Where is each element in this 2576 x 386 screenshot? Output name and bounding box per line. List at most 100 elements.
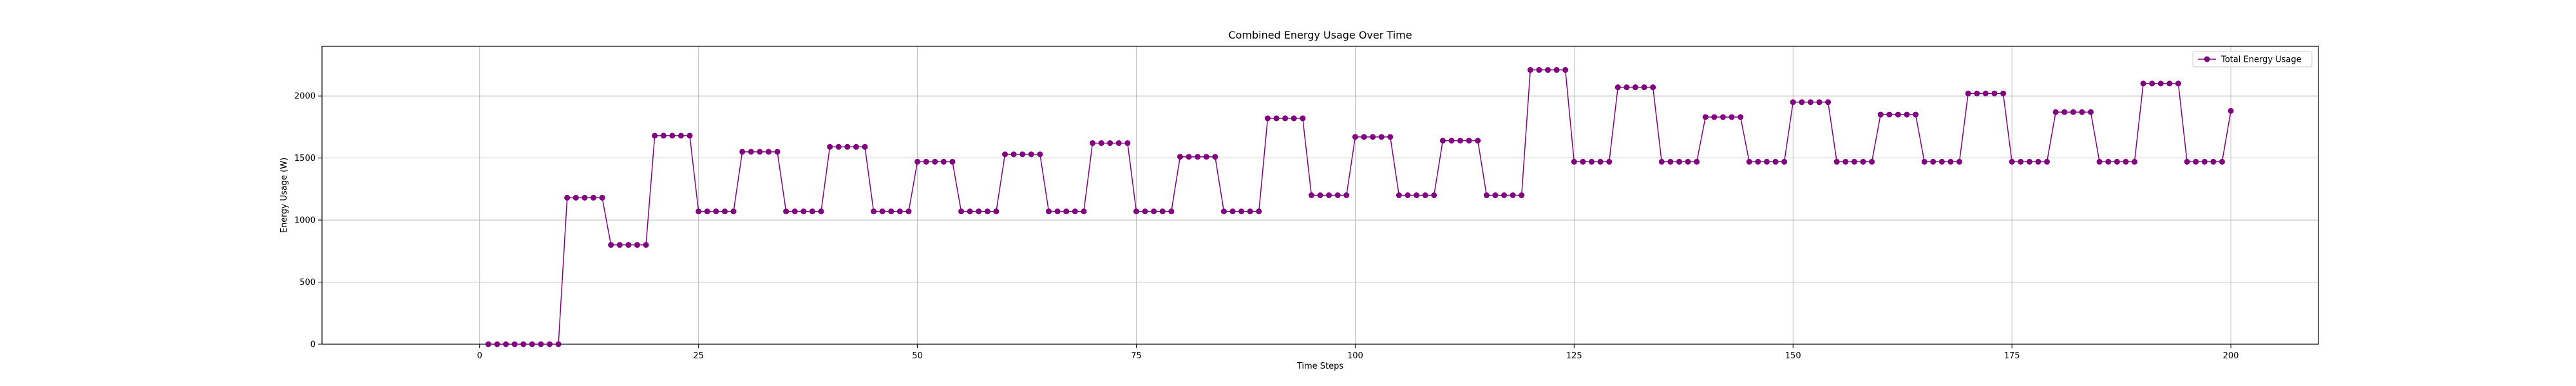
data-point (652, 133, 658, 139)
data-point (1422, 192, 1428, 198)
data-point (1492, 192, 1499, 198)
data-point (485, 341, 491, 347)
data-point (905, 208, 912, 215)
data-point (862, 143, 868, 150)
x-tick-label: 75 (1131, 351, 1142, 361)
data-point (774, 149, 781, 155)
data-point (2096, 158, 2103, 165)
data-point (1028, 151, 1034, 158)
data-point (1877, 111, 1884, 118)
data-point (573, 194, 579, 201)
data-point (1142, 208, 1148, 215)
data-point (520, 341, 527, 347)
data-point (1728, 114, 1735, 120)
data-point (2166, 80, 2173, 87)
data-point (696, 208, 702, 215)
data-point (1483, 192, 1490, 198)
data-point (1195, 154, 1201, 160)
data-point (976, 208, 982, 215)
data-point (555, 341, 562, 347)
data-point (739, 149, 746, 155)
data-point (1667, 158, 1674, 165)
data-point (599, 194, 605, 201)
data-point (2219, 158, 2225, 165)
data-point (853, 143, 859, 150)
x-tick-label: 0 (477, 351, 482, 361)
data-point (1597, 158, 1604, 165)
data-point (1475, 138, 1481, 144)
data-point (2087, 109, 2094, 115)
data-point (1203, 154, 1209, 160)
x-tick-label: 125 (1566, 351, 1582, 361)
data-point (1895, 111, 1901, 118)
y-tick-label: 1500 (294, 154, 316, 163)
y-tick-label: 0 (310, 340, 316, 350)
series-line (488, 69, 2231, 345)
data-point (1133, 208, 1139, 215)
data-point (2228, 107, 2234, 114)
data-point (1229, 208, 1236, 215)
data-point (1869, 158, 1875, 165)
plot-area-frame (321, 46, 2319, 345)
data-point (2123, 158, 2129, 165)
series-total-energy-usage (485, 67, 2234, 347)
data-point (1886, 111, 1893, 118)
data-point (1588, 158, 1595, 165)
data-point (1361, 134, 1367, 140)
data-point (1054, 208, 1061, 215)
chart-title: Combined Energy Usage Over Time (1228, 29, 1412, 41)
data-point (1921, 158, 1927, 165)
data-point (1282, 115, 1289, 122)
data-point (940, 158, 947, 165)
data-point (1956, 158, 1963, 165)
data-point (564, 194, 571, 201)
data-point (1256, 208, 1262, 215)
data-point (1781, 158, 1788, 165)
data-point (1947, 158, 1954, 165)
data-point (529, 341, 535, 347)
data-point (2175, 80, 2181, 87)
data-point (1772, 158, 1779, 165)
data-point (2000, 90, 2007, 96)
data-point (984, 208, 990, 215)
data-point (1002, 151, 1009, 158)
data-point (809, 208, 815, 215)
data-point (538, 341, 544, 347)
data-point (1527, 67, 1533, 73)
data-point (1396, 192, 1402, 198)
data-point (835, 143, 842, 150)
data-point (818, 208, 824, 215)
data-point (1072, 208, 1078, 215)
data-point (1685, 158, 1691, 165)
data-point (888, 208, 895, 215)
legend: Total Energy Usage (2192, 51, 2313, 68)
data-point (2026, 158, 2032, 165)
data-point (757, 149, 763, 155)
data-point (1860, 158, 1866, 165)
data-point (1168, 208, 1175, 215)
data-point (1711, 114, 1718, 120)
data-point (1632, 84, 1638, 91)
data-point (844, 143, 851, 150)
data-point (791, 208, 798, 215)
data-point (1466, 138, 1472, 144)
data-point (1387, 134, 1394, 140)
data-point (1431, 192, 1437, 198)
data-point (1545, 67, 1551, 73)
y-axis-ticks: 0 500 1000 1500 2000 (294, 92, 322, 350)
data-point (1965, 90, 1971, 96)
data-point (1098, 140, 1104, 146)
x-tick-label: 25 (693, 351, 704, 361)
data-point (503, 341, 509, 347)
x-tick-label: 175 (2004, 351, 2020, 361)
data-point (643, 242, 649, 248)
data-point (1343, 192, 1350, 198)
data-point (1913, 111, 1919, 118)
data-point (2035, 158, 2041, 165)
data-point (2079, 109, 2085, 115)
data-point (1746, 158, 1752, 165)
data-point (590, 194, 596, 201)
data-point (1264, 115, 1271, 122)
data-point (1037, 151, 1043, 158)
data-point (967, 208, 973, 215)
